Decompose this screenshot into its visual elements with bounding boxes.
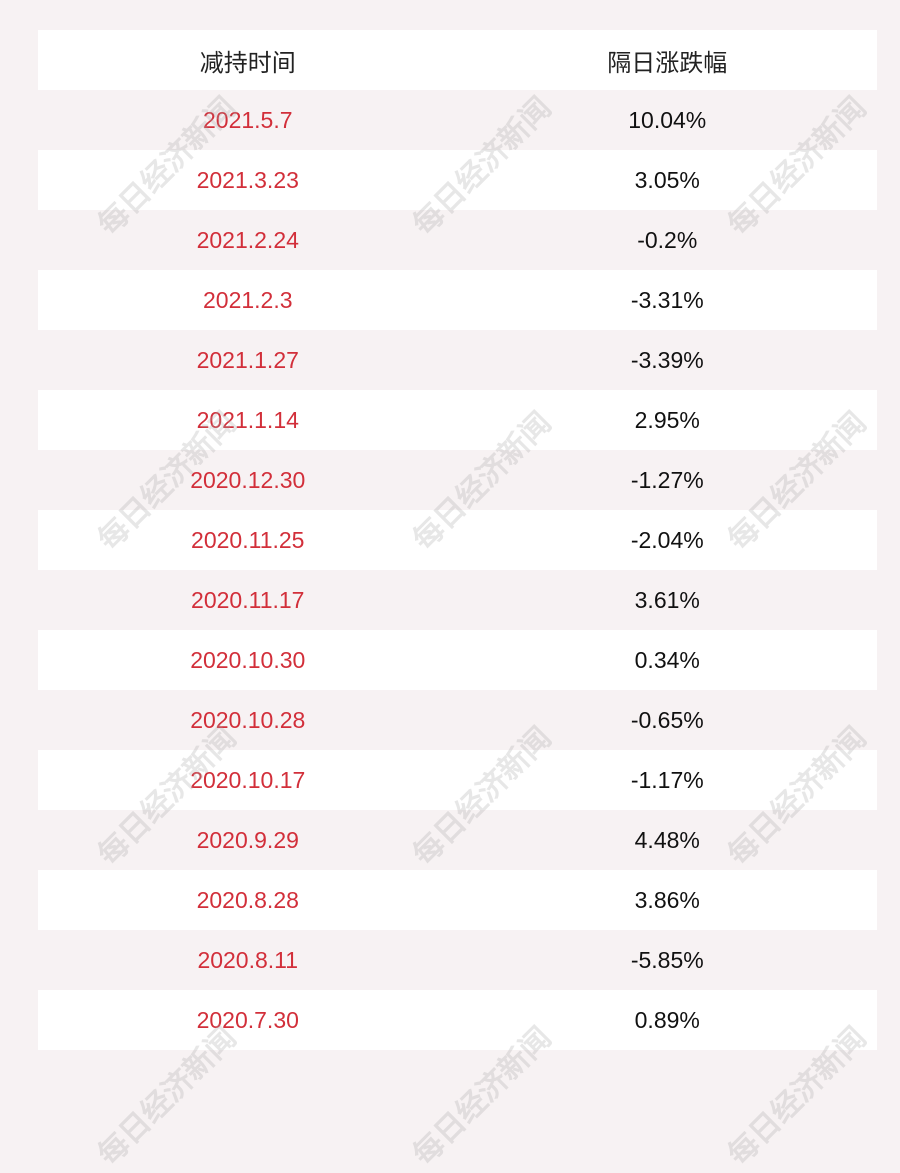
date-cell: 2020.11.17 <box>191 586 305 613</box>
date-cell: 2021.5.7 <box>202 106 293 133</box>
table-row: 2020.9.29 4.48% <box>38 810 877 870</box>
change-cell: 0.89% <box>634 1006 700 1033</box>
table-row: 2021.1.27 -3.39% <box>38 330 877 390</box>
change-cell: 0.34% <box>634 646 700 673</box>
change-cell: -3.39% <box>630 346 704 373</box>
table-row: 2021.2.3 -3.31% <box>38 270 877 330</box>
change-cell: 2.95% <box>634 406 700 433</box>
header-cell: 减持时间 <box>199 49 296 77</box>
date-cell: 2020.10.28 <box>190 706 306 733</box>
table-row: 2021.5.7 10.04% <box>38 90 877 150</box>
table-row: 2021.2.24 -0.2% <box>38 210 877 270</box>
date-cell: 2021.1.14 <box>196 406 299 433</box>
change-cell: -5.85% <box>630 946 704 973</box>
header-cell: 隔日涨跌幅 <box>607 49 728 77</box>
page: 减持时间 隔日涨跌幅 2021.5.7 10.04% 2021.3.23 3.05% 2… <box>38 30 877 1172</box>
table-row: 2020.8.11 -5.85% <box>38 930 877 990</box>
header-row: 减持时间 隔日涨跌幅 <box>38 30 877 90</box>
change-cell: 3.86% <box>634 886 700 913</box>
date-cell: 2020.11.25 <box>191 526 305 553</box>
change-cell: -0.2% <box>637 226 698 253</box>
date-cell: 2020.8.28 <box>196 886 299 913</box>
change-cell: -2.04% <box>630 526 704 553</box>
change-cell: 4.48% <box>634 826 700 853</box>
change-cell: -1.17% <box>630 766 704 793</box>
table-row: 2020.10.17 -1.17% <box>38 750 877 810</box>
table-row: 2020.11.25 -2.04% <box>38 510 877 570</box>
date-cell: 2021.2.24 <box>196 226 299 253</box>
change-cell: -0.65% <box>630 706 704 733</box>
table-row: 2020.11.17 3.61% <box>38 570 877 630</box>
date-cell: 2020.9.29 <box>196 826 299 853</box>
change-cell: 10.04% <box>628 106 707 133</box>
table-row: 2020.7.30 0.89% <box>38 990 877 1050</box>
date-cell: 2021.2.3 <box>202 286 293 313</box>
change-cell: 3.05% <box>634 166 700 193</box>
date-cell: 2020.10.30 <box>190 646 306 673</box>
change-cell: 3.61% <box>634 586 700 613</box>
date-cell: 2020.12.30 <box>190 466 306 493</box>
table: 减持时间 隔日涨跌幅 2021.5.7 10.04% 2021.3.23 3.05% 2… <box>38 30 877 1050</box>
table-row: 2020.12.30 -1.27% <box>38 450 877 510</box>
table-row: 2020.10.30 0.34% <box>38 630 877 690</box>
date-cell: 2020.7.30 <box>196 1006 299 1033</box>
date-cell: 2020.10.17 <box>190 766 306 793</box>
table-row: 2021.1.14 2.95% <box>38 390 877 450</box>
date-cell: 2021.3.23 <box>196 166 299 193</box>
date-cell: 2020.8.11 <box>197 946 299 973</box>
table-row: 2020.10.28 -0.65% <box>38 690 877 750</box>
table-row: 2020.8.28 3.86% <box>38 870 877 930</box>
change-cell: -1.27% <box>630 466 704 493</box>
change-cell: -3.31% <box>630 286 704 313</box>
table-row: 2021.3.23 3.05% <box>38 150 877 210</box>
date-cell: 2021.1.27 <box>196 346 299 373</box>
